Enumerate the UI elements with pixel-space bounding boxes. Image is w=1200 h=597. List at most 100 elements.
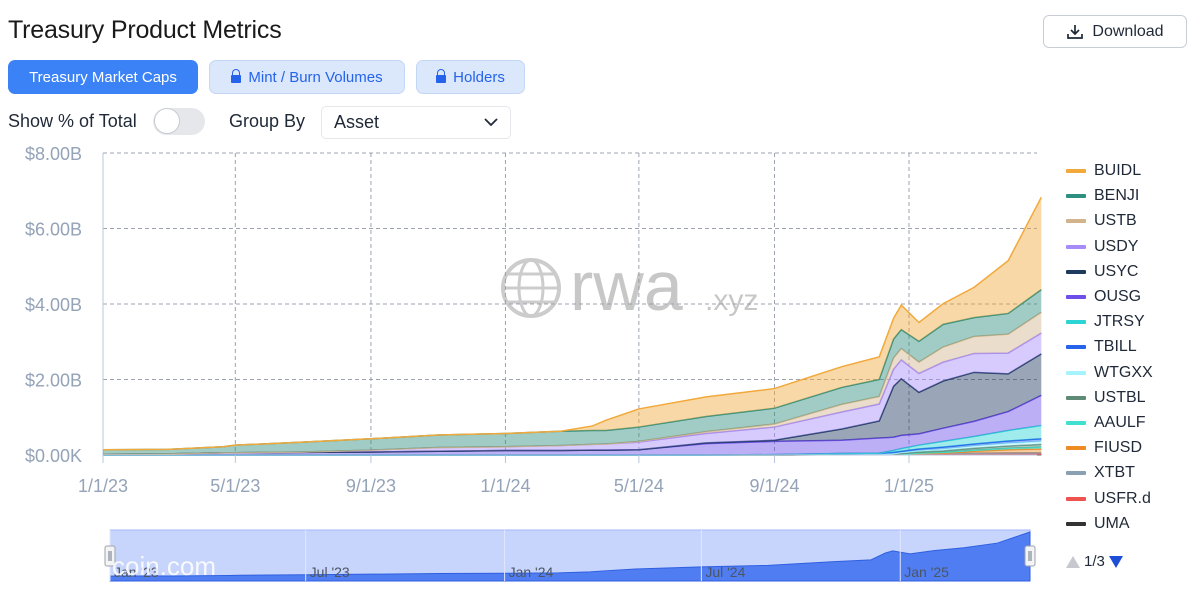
y-tick-label: $8.00B: [25, 144, 82, 164]
legend-label: USTB: [1094, 212, 1137, 230]
page-down-arrow-icon[interactable]: [1108, 555, 1123, 568]
navigator-label: Jan '24: [509, 564, 554, 580]
legend-label: AAULF: [1094, 414, 1146, 431]
navigator-label: Jan '23: [114, 564, 159, 580]
legend-item-ustbl[interactable]: USTBL: [1066, 387, 1146, 409]
legend-item-aaulf[interactable]: AAULF: [1066, 412, 1146, 434]
series-line-ustb: [102, 311, 1042, 455]
legend-label: OUSG: [1094, 288, 1142, 305]
tab-label: Treasury Market Caps: [29, 68, 177, 86]
x-tick-label: 5/1/24: [614, 476, 664, 496]
legend-label: USDY: [1094, 237, 1139, 255]
tab-label: Mint / Burn Volumes: [248, 68, 383, 86]
legend-item-buidl[interactable]: BUIDL: [1066, 160, 1141, 182]
legend-item-ousg[interactable]: OUSG: [1066, 286, 1141, 308]
watermark-text: rwa: [570, 247, 683, 325]
x-tick-label: 9/1/23: [346, 476, 396, 496]
navigator-left-handle[interactable]: [104, 545, 116, 567]
legend-item-ustb[interactable]: USTB: [1066, 210, 1137, 232]
legend-item-fiusd[interactable]: FIUSD: [1066, 437, 1142, 459]
legend-item-tbill[interactable]: TBILL: [1066, 336, 1137, 358]
legend-swatch: [1066, 219, 1086, 224]
legend-swatch: [1066, 421, 1086, 425]
legend-swatch: [1066, 446, 1086, 451]
axis-layer: $0.00K $2.00B $4.00B $6.00B $8.00B 1/1/23 5/1/…: [25, 144, 1037, 496]
navigator-label: Jul '24: [705, 564, 745, 580]
stacked-area-chart: $0.00K $2.00B $4.00B $6.00B $8.00B 1/1/23 5/1/…: [25, 144, 1042, 582]
chevron-down-icon: [484, 118, 498, 127]
legend-label: FIUSD: [1094, 439, 1142, 457]
x-tick-label: 5/1/23: [210, 476, 260, 496]
legend-swatch: [1066, 320, 1086, 325]
page-up-arrow-icon[interactable]: [1066, 555, 1080, 568]
series-area-ustb: [103, 312, 1042, 455]
legend-swatch: [1066, 471, 1086, 476]
y-tick-label: $4.00B: [25, 295, 82, 315]
tab-treasury-market-caps[interactable]: Treasury Market Caps: [8, 60, 198, 94]
x-tick-label: 1/1/25: [884, 476, 934, 496]
legend-item-jtrsy[interactable]: JTRSY: [1066, 311, 1145, 333]
legend-label: WTGXX: [1094, 363, 1153, 381]
legend-label: UMA: [1094, 514, 1130, 532]
legend-swatch: [1066, 169, 1086, 173]
group-by-select[interactable]: Asset: [321, 106, 511, 139]
grid-layer: [102, 152, 1037, 455]
download-label: Download: [1092, 22, 1164, 40]
show-pct-toggle[interactable]: [153, 108, 205, 135]
legend-item-benji[interactable]: BENJI: [1066, 185, 1139, 207]
legend-label: TBILL: [1094, 338, 1137, 356]
y-tick-label: $6.00B: [25, 220, 82, 240]
navigator-series: [109, 531, 1031, 582]
legend-swatch: [1066, 521, 1086, 526]
group-by-value: Asset: [334, 112, 380, 132]
y-tick-label: $0.00K: [25, 446, 82, 466]
watermark-suffix: .xyz: [705, 284, 758, 317]
download-button[interactable]: Download: [1043, 15, 1187, 48]
x-tick-label: 9/1/24: [749, 476, 799, 496]
lock-icon: [436, 69, 447, 83]
legend-label: XTBT: [1094, 464, 1135, 482]
download-icon: [1067, 24, 1084, 39]
legend-label: BENJI: [1094, 187, 1140, 205]
legend-swatch: [1066, 194, 1086, 199]
legend-swatch: [1066, 269, 1086, 274]
tab-holders[interactable]: Holders: [416, 60, 525, 94]
legend-swatch: [1066, 295, 1086, 299]
series-area-buidl: [103, 197, 1042, 450]
legend-pager: 1/3: [1066, 553, 1123, 570]
legend-swatch: [1066, 345, 1086, 350]
page-title: Treasury Product Metrics: [8, 16, 282, 44]
navigator-label: Jul '23: [310, 564, 350, 580]
toggle-knob: [154, 108, 180, 134]
globe-icon: [501, 258, 561, 318]
navigator-label: Jan '25: [904, 564, 949, 580]
watermark: rwa .xyz: [501, 247, 758, 325]
legend-item-usdy[interactable]: USDY: [1066, 236, 1138, 258]
group-by-label: Group By: [229, 111, 306, 131]
tab-mint-burn-volumes[interactable]: Mint / Burn Volumes: [209, 60, 405, 94]
area-layer: [102, 196, 1042, 456]
corner-watermark: coin.com: [112, 551, 217, 581]
pager-text: 1/3: [1084, 553, 1105, 570]
legend-label: USTBL: [1094, 388, 1146, 406]
x-tick-label: 1/1/24: [480, 476, 530, 496]
legend-label: USFR.d: [1094, 489, 1151, 507]
legend-item-uma[interactable]: UMA: [1066, 513, 1130, 535]
lock-icon: [231, 69, 242, 83]
series-area-benji: [103, 289, 1042, 455]
x-tick-label: 1/1/23: [78, 476, 128, 496]
series-line-buidl: [102, 196, 1042, 451]
legend-label: BUIDL: [1094, 162, 1142, 179]
legend-item-xtbt[interactable]: XTBT: [1066, 462, 1135, 484]
show-pct-label: Show % of Total: [8, 111, 137, 131]
legend-item-usyc[interactable]: USYC: [1066, 261, 1138, 283]
legend-item-wtgxx[interactable]: WTGXX: [1066, 362, 1153, 384]
legend-label: JTRSY: [1094, 313, 1145, 331]
navigator-right-handle[interactable]: [1024, 545, 1036, 567]
legend-swatch: [1066, 370, 1086, 375]
legend-item-usfr-d[interactable]: USFR.d: [1066, 488, 1151, 510]
tab-label: Holders: [453, 68, 505, 86]
navigator[interactable]: Jan '23 Jul '23 Jan '24 Jul '24 Jan '25: [104, 529, 1036, 582]
legend-label: USYC: [1094, 262, 1139, 280]
legend-swatch: [1066, 496, 1086, 501]
